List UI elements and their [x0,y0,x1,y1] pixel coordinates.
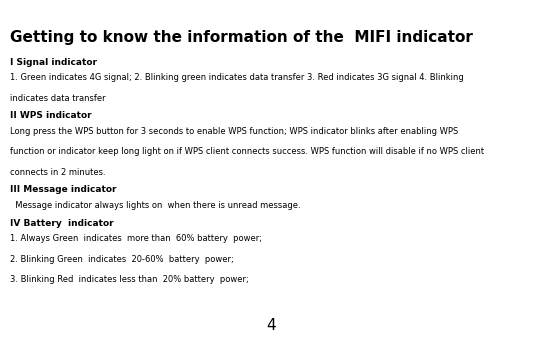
Text: IV Battery  indicator: IV Battery indicator [10,219,113,227]
Text: 2. Blinking Green  indicates  20-60%  battery  power;: 2. Blinking Green indicates 20-60% batte… [10,254,233,264]
Text: III Message indicator: III Message indicator [10,186,117,194]
Text: Getting to know the information of the  MIFI indicator: Getting to know the information of the M… [10,30,473,45]
Text: 3. Blinking Red  indicates less than  20% battery  power;: 3. Blinking Red indicates less than 20% … [10,275,249,284]
Text: 1. Always Green  indicates  more than  60% battery  power;: 1. Always Green indicates more than 60% … [10,234,262,243]
Text: indicates data transfer: indicates data transfer [10,94,106,103]
Text: 1. Green indicates 4G signal; 2. Blinking green indicates data transfer 3. Red i: 1. Green indicates 4G signal; 2. Blinkin… [10,74,464,83]
Text: Message indicator always lights on  when there is unread message.: Message indicator always lights on when … [10,201,301,210]
Text: function or indicator keep long light on if WPS client connects success. WPS fun: function or indicator keep long light on… [10,148,484,157]
Text: II WPS indicator: II WPS indicator [10,112,92,120]
Text: 4: 4 [267,318,276,333]
Text: connects in 2 minutes.: connects in 2 minutes. [10,168,106,177]
Text: I Signal indicator: I Signal indicator [10,58,97,67]
Text: Long press the WPS button for 3 seconds to enable WPS function; WPS indicator bl: Long press the WPS button for 3 seconds … [10,127,458,136]
